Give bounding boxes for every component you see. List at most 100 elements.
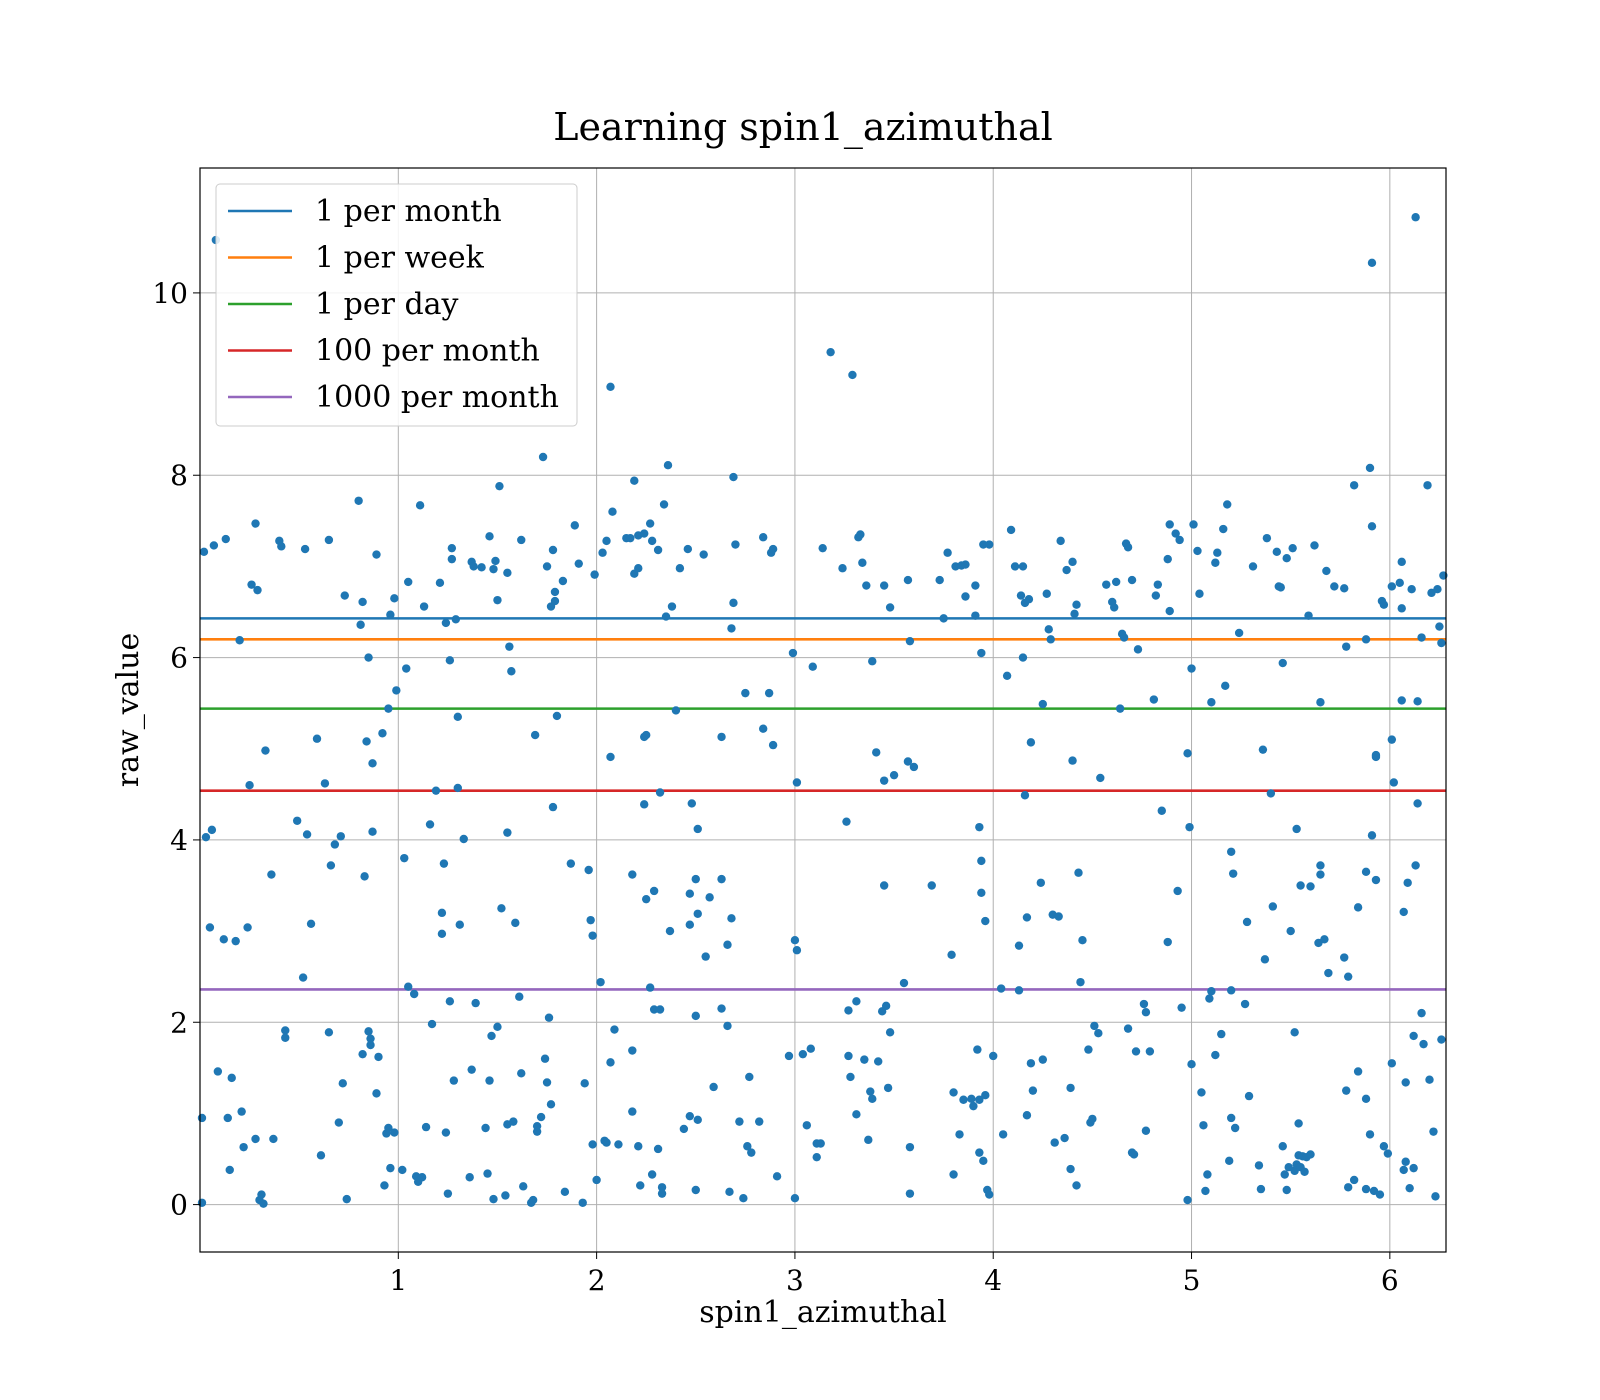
- data-point: [768, 740, 778, 750]
- data-point: [453, 783, 462, 793]
- data-point: [548, 545, 558, 555]
- data-point: [747, 1148, 756, 1157]
- legend-label: 1 per week: [315, 241, 485, 276]
- y-tick-label: 8: [170, 459, 188, 492]
- x-axis-label: spin1_azimuthal: [699, 1295, 947, 1330]
- data-point: [505, 642, 514, 651]
- data-point: [1038, 699, 1048, 709]
- data-point: [495, 481, 504, 491]
- data-point: [981, 916, 990, 926]
- data-point: [1228, 869, 1238, 878]
- data-point: [1123, 1024, 1133, 1033]
- data-point: [860, 1055, 869, 1064]
- data-point: [745, 1072, 754, 1082]
- y-axis-label: raw_value: [111, 633, 146, 787]
- data-point: [1068, 557, 1077, 567]
- data-point: [1367, 831, 1377, 840]
- data-point: [1340, 953, 1349, 962]
- data-point: [489, 1194, 498, 1204]
- data-point: [197, 1113, 207, 1123]
- data-point: [889, 770, 899, 780]
- legend-label: 100 per month: [315, 334, 540, 369]
- data-point: [1072, 1181, 1081, 1190]
- data-point: [626, 533, 635, 543]
- plot-frame: [199, 167, 1447, 1253]
- data-point: [1342, 642, 1351, 651]
- data-point: [1401, 1078, 1410, 1087]
- data-point: [507, 667, 516, 676]
- data-point: [570, 521, 579, 530]
- data-point: [501, 1191, 510, 1200]
- data-point: [1201, 1186, 1210, 1196]
- data-point: [253, 585, 262, 595]
- data-point: [439, 859, 449, 868]
- data-point: [437, 929, 447, 939]
- data-point: [1066, 1083, 1075, 1093]
- data-point: [390, 594, 399, 603]
- data-point: [1018, 562, 1028, 571]
- data-point: [398, 1165, 407, 1175]
- data-point: [1133, 645, 1143, 654]
- data-point: [503, 828, 512, 837]
- data-point: [1435, 622, 1444, 631]
- data-point: [528, 1195, 538, 1205]
- data-point: [727, 914, 736, 923]
- data-point: [366, 1040, 375, 1050]
- data-point: [277, 542, 286, 551]
- data-point: [445, 656, 455, 665]
- data-point: [899, 978, 909, 988]
- data-point: [1437, 1035, 1446, 1044]
- data-point: [384, 704, 393, 713]
- data-point: [209, 541, 219, 550]
- data-point: [421, 1122, 431, 1132]
- data-point: [868, 1094, 877, 1104]
- legend-label: 1 per month: [315, 194, 502, 229]
- data-point: [608, 507, 617, 516]
- data-point: [1399, 1165, 1408, 1175]
- data-point: [989, 1051, 998, 1061]
- data-point: [885, 1028, 895, 1037]
- data-point: [655, 788, 665, 797]
- data-point: [1119, 633, 1129, 642]
- data-point: [792, 946, 802, 955]
- data-point: [1407, 585, 1416, 594]
- data-point: [1028, 1086, 1038, 1095]
- data-point: [1405, 1183, 1414, 1193]
- data-point: [205, 923, 215, 932]
- data-point: [530, 730, 540, 740]
- chart-title: Learning spin1_azimuthal: [553, 105, 1053, 150]
- data-point: [1088, 1114, 1097, 1124]
- data-point: [606, 1058, 615, 1067]
- data-point: [1149, 695, 1159, 704]
- data-point: [879, 581, 889, 590]
- data-point: [961, 592, 970, 601]
- data-point: [985, 540, 994, 549]
- data-point: [320, 779, 330, 788]
- data-point: [691, 874, 700, 884]
- data-point: [1367, 522, 1377, 531]
- data-point: [1078, 936, 1087, 945]
- data-point: [326, 861, 336, 870]
- data-point: [392, 686, 401, 695]
- data-point: [1044, 625, 1053, 634]
- data-point: [1419, 1039, 1428, 1049]
- data-point: [1417, 1008, 1426, 1018]
- data-point: [1050, 1138, 1059, 1147]
- data-point: [574, 559, 583, 568]
- data-point: [768, 544, 778, 554]
- data-point: [1213, 548, 1222, 557]
- data-point: [372, 1089, 381, 1098]
- data-point: [386, 1163, 395, 1173]
- data-point: [243, 923, 252, 932]
- data-point: [334, 1118, 344, 1127]
- data-point: [1310, 541, 1319, 550]
- data-point: [368, 827, 377, 836]
- data-point: [1272, 547, 1282, 557]
- data-point: [852, 997, 861, 1006]
- data-point: [788, 648, 798, 658]
- data-point: [364, 1027, 373, 1036]
- data-point: [358, 597, 367, 607]
- data-point: [1163, 937, 1172, 947]
- data-point: [653, 1144, 663, 1154]
- data-point: [1157, 806, 1166, 815]
